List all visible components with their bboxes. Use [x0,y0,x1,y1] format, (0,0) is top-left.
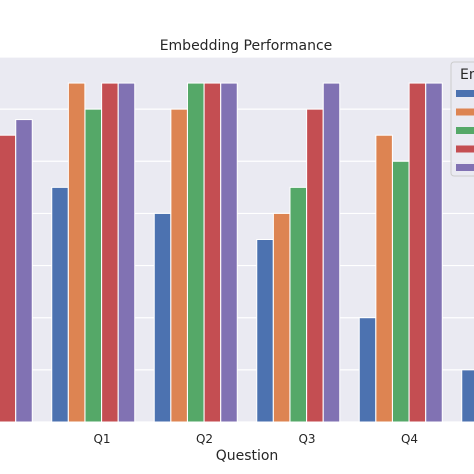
bar [425,82,443,423]
bar [358,317,377,423]
x-tick-label: Q3 [298,432,315,446]
x-tick-label: Q1 [93,432,110,446]
x-axis-label: Question [216,448,279,464]
bar [220,82,238,423]
bar [84,108,102,423]
legend-swatch [456,108,474,116]
legend-swatch [456,90,474,97]
bar [51,186,69,423]
x-tick-labels: Q1 Q2 Q3 Q4 [93,432,418,446]
bar [170,108,188,423]
bar [15,119,33,423]
x-tick-label: Q4 [401,432,418,446]
bar [101,82,119,423]
legend-swatch [456,127,474,134]
legend: Em [450,61,474,177]
legend-title: Em [460,67,474,83]
bar [67,82,86,423]
bar [461,369,474,423]
bar [289,186,307,423]
legend-swatch [456,164,474,171]
legend-swatch [456,145,474,153]
bar [306,108,324,423]
bar [392,160,410,423]
bars [0,82,474,423]
chart-title: Embedding Performance [160,38,333,54]
bar [375,134,393,423]
legend-items [456,90,474,171]
bar [0,134,17,423]
bar [408,82,427,423]
bar [272,212,291,423]
bar [203,82,222,423]
bar [117,82,136,423]
bar [153,212,172,423]
bar [187,82,205,423]
bar [256,239,274,423]
bar [322,82,341,423]
x-tick-label: Q2 [196,432,213,446]
